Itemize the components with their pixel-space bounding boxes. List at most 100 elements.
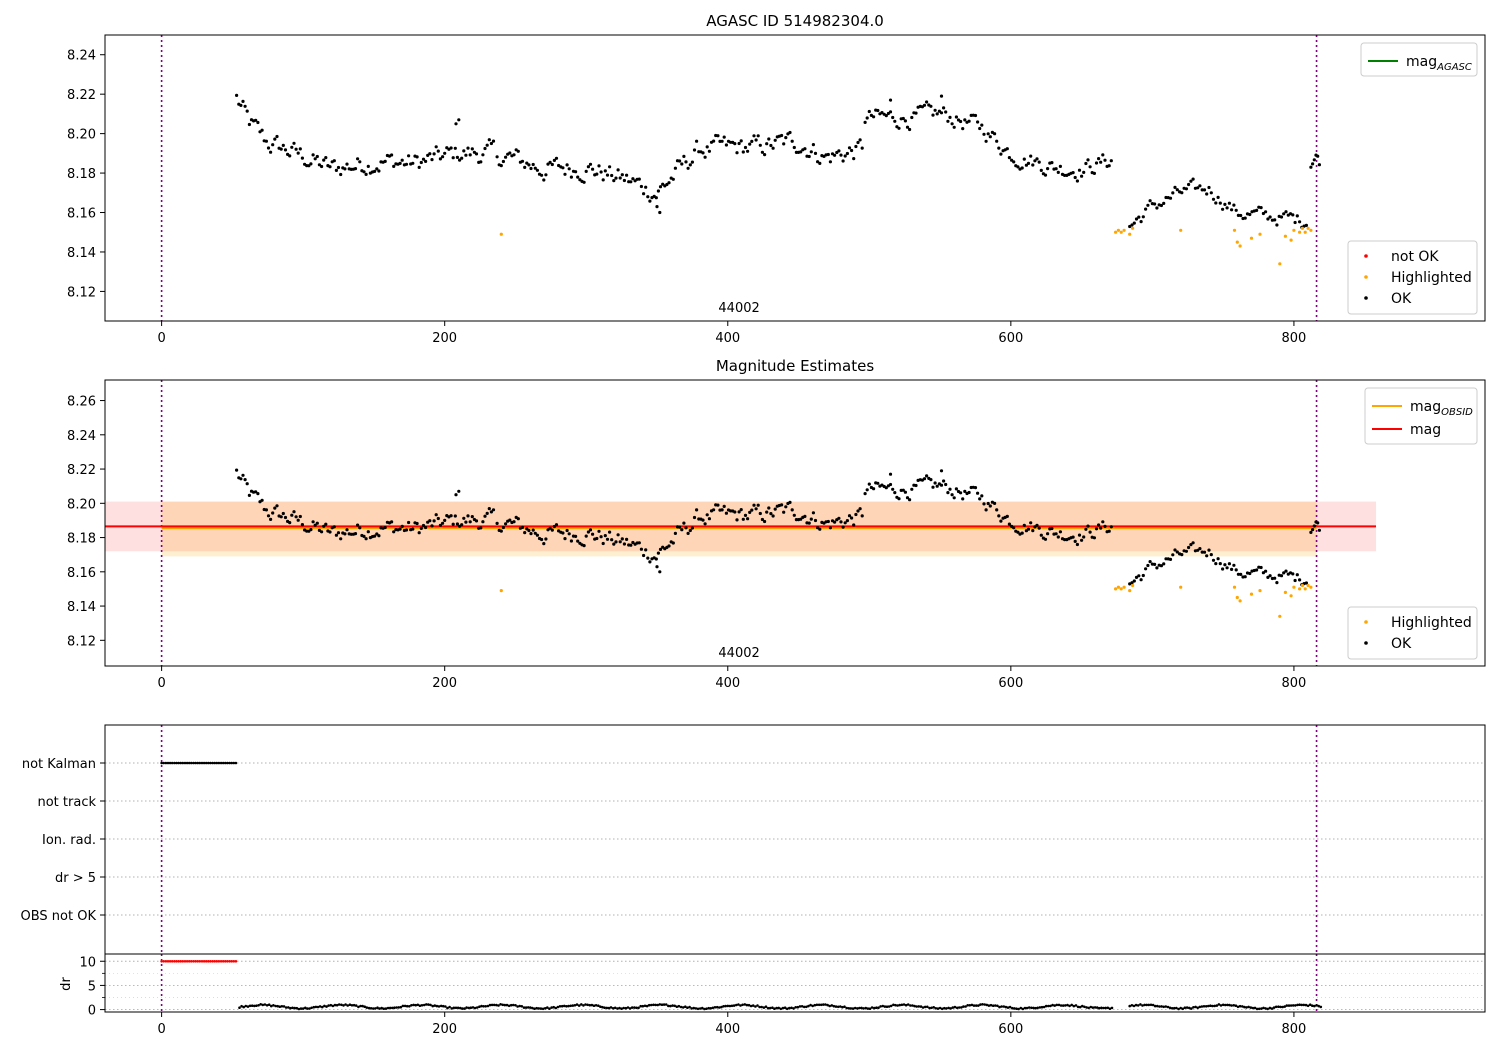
ok-point [803,514,807,519]
dr-point [550,1006,553,1009]
ok-point [364,172,368,176]
ok-point [1058,530,1062,534]
flag-point [234,761,238,765]
ok-point [1275,223,1279,227]
ok-point [264,508,268,512]
legend-label: not OK [1391,249,1439,265]
ok-point [705,145,709,149]
ok-point [441,521,445,525]
ok-point [489,141,493,146]
dr-point [350,1004,354,1007]
ok-point [954,115,959,119]
dr-point [1313,1004,1316,1008]
ok-point [1159,203,1163,208]
x-tick-label: 200 [432,1022,457,1037]
highlighted-point [1303,587,1307,591]
dr-point [1089,1005,1093,1009]
ok-point [322,158,326,162]
ok-point [508,151,512,155]
ok-point [863,492,867,496]
ok-point [939,111,944,115]
ok-point [601,541,605,546]
ok-point [499,529,503,533]
ok-point [470,515,474,519]
ok-point [275,504,279,508]
ok-point [980,494,984,498]
ok-point [748,510,752,514]
ok-point [1073,539,1077,544]
ok-point [407,154,411,158]
ok-point [254,490,258,494]
ok-point [554,523,559,527]
ok-point [438,523,442,527]
ok-point [1255,568,1259,572]
ok-point [1141,215,1145,219]
ok-point [434,145,438,149]
dr-point [497,1004,500,1007]
ok-point [362,534,366,539]
highlighted-point [1249,236,1254,240]
ok-point [642,553,646,558]
dr-point [735,1003,738,1007]
dr-point [754,1005,757,1008]
ok-point [292,141,296,145]
ok-point [290,145,294,149]
ok-point-series [235,93,1321,229]
ok-point [690,526,695,530]
ok-point [839,153,843,157]
dr-point [1194,1005,1197,1009]
ok-point [1202,188,1207,192]
ok-point [897,497,901,501]
dr-point [870,1006,874,1009]
ok-point [411,161,415,165]
dr-point [1230,1004,1233,1007]
ok-point [404,162,409,166]
dr-point [469,1006,473,1009]
ok-point [531,528,535,532]
ok-point [529,532,533,536]
ok-point [625,537,629,542]
dr-point [1204,1005,1208,1008]
dr-point [352,1003,356,1007]
x-tick-label: 200 [432,331,457,346]
flag-point [221,761,225,765]
ok-point [436,516,440,521]
ok-point [929,478,933,482]
dr-point [836,1005,840,1009]
dr-point [1053,1004,1056,1007]
dr-point [771,1006,774,1009]
ok-point [588,162,593,166]
ok-point [1243,575,1247,579]
dr-point [452,1006,456,1010]
ok-point [610,538,614,542]
ok-point [769,143,773,148]
ok-point [837,149,841,153]
ok-point [914,111,918,115]
ok-point [339,537,343,541]
flag-category-label: Ion. rad. [42,833,96,848]
dr-point [892,1003,895,1007]
dr-point [1072,1004,1076,1008]
dr-point [607,1006,611,1010]
dr-point [898,1003,901,1007]
ok-point [586,530,591,534]
dr-point [1136,1004,1140,1007]
dr-point [1319,1005,1323,1009]
flag-point [215,761,219,765]
ok-point [544,173,548,177]
dr-point [630,1006,634,1009]
flag-category-label: OBS not OK [21,909,97,924]
ok-point [1056,535,1060,539]
ok-point [550,162,554,167]
ok-point [1088,165,1092,169]
dr-point [486,1004,490,1008]
ok-point [343,532,347,536]
ok-point [535,533,540,537]
ok-point [417,165,421,169]
ok-point [876,481,880,485]
dr-point [1304,1003,1308,1007]
dr-point [380,1006,384,1010]
ok-point [309,162,313,166]
dr-point [713,1006,717,1009]
dr-point [272,1004,275,1007]
